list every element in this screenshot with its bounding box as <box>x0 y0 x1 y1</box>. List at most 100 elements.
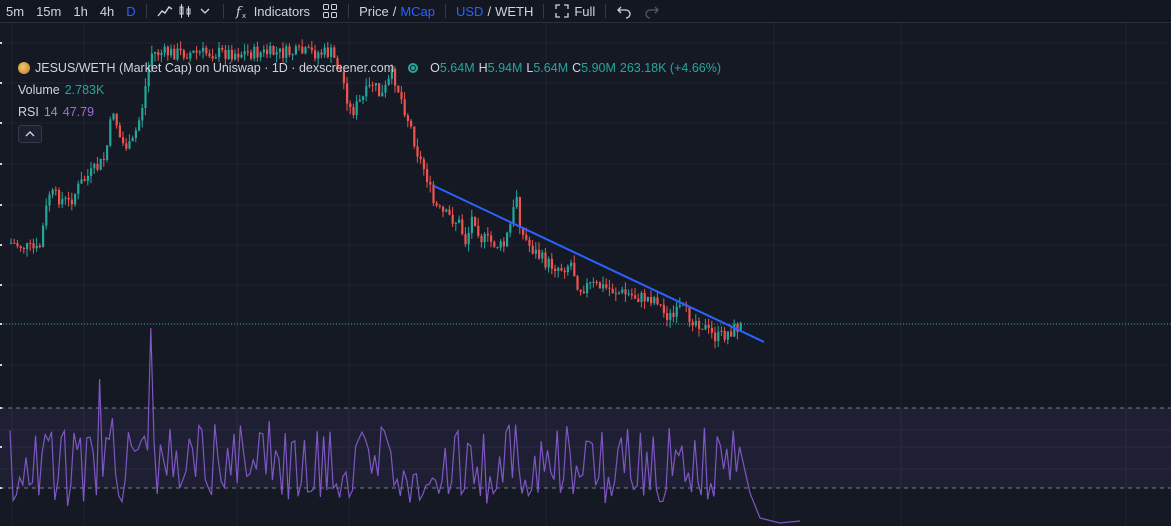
candle-body <box>592 281 595 283</box>
toolbar-divider <box>605 4 607 18</box>
candle-body <box>125 143 128 149</box>
candle-body <box>285 46 288 58</box>
candle-body <box>720 330 723 332</box>
candle-body <box>294 46 297 55</box>
candle-body <box>512 207 515 225</box>
chart-canvas[interactable] <box>0 23 1171 526</box>
collapse-legend-button[interactable] <box>18 125 42 143</box>
candle-body <box>64 197 67 199</box>
visibility-dot-icon[interactable] <box>408 63 419 73</box>
candle-body <box>163 46 166 54</box>
candle-body <box>323 47 326 55</box>
candle-body <box>691 321 694 326</box>
grid-layout-icon <box>322 3 338 19</box>
candle-body <box>493 241 496 247</box>
candle-body <box>362 96 365 100</box>
candle-body <box>627 293 630 295</box>
timeframe-1h[interactable]: 1h <box>73 3 88 19</box>
candle-body <box>579 289 582 292</box>
candle-body <box>435 203 438 206</box>
candle-body <box>666 313 669 320</box>
candle-body <box>13 242 16 244</box>
timeframe-4h[interactable]: 4h <box>99 3 115 19</box>
candle-body <box>58 190 61 205</box>
candle-body <box>186 57 189 59</box>
trendline[interactable] <box>433 185 765 343</box>
candle-body <box>227 49 230 59</box>
close-value: 5.90M <box>581 61 616 75</box>
candle-body <box>48 194 51 206</box>
price-option[interactable]: Price <box>359 3 389 19</box>
candle-body <box>26 243 29 250</box>
axis-tick <box>0 284 2 286</box>
timeframe-1d[interactable]: D <box>126 3 136 19</box>
candle-body <box>410 120 413 127</box>
candle-body <box>134 130 137 139</box>
high-key: H <box>478 61 488 75</box>
weth-option[interactable]: WETH <box>495 3 534 19</box>
toolbar-divider <box>222 4 224 18</box>
usd-option[interactable]: USD <box>456 3 484 19</box>
candle-body <box>653 297 656 304</box>
candle-body <box>656 297 659 305</box>
candle-body <box>150 53 153 68</box>
candle-body <box>16 243 19 247</box>
price-mcap-toggle[interactable]: Price / MCap <box>353 0 441 22</box>
candle-body <box>160 53 163 56</box>
candle-body <box>272 46 275 55</box>
timeframe-5m[interactable]: 5m <box>6 3 25 19</box>
chart-type-button[interactable] <box>151 0 219 22</box>
candle-body <box>461 219 464 235</box>
candle-body <box>381 92 384 97</box>
candle-body <box>259 52 262 58</box>
candle-body <box>570 262 573 267</box>
redo-button[interactable] <box>638 0 666 22</box>
candle-body <box>458 219 461 223</box>
candle-body <box>506 232 509 247</box>
candle-body <box>208 53 211 57</box>
quote-currency-toggle[interactable]: USD / WETH <box>450 0 539 22</box>
candle-body <box>726 331 729 340</box>
candle-body <box>314 50 317 59</box>
candle-body <box>122 137 125 144</box>
candle-body <box>365 86 368 97</box>
full-label: Full <box>574 3 596 19</box>
candle-body <box>704 324 707 330</box>
candle-body <box>326 47 329 57</box>
chart-pane[interactable]: JESUS/WETH (Market Cap) on Uniswap · 1D … <box>0 23 1171 526</box>
high-value: 5.94M <box>487 61 523 75</box>
candle-body <box>195 50 198 53</box>
candle-body <box>464 234 467 245</box>
candle-body <box>586 283 589 294</box>
candle-body <box>42 225 45 248</box>
candle-body <box>454 222 457 224</box>
candles-icon <box>177 3 193 19</box>
axis-tick <box>0 446 2 448</box>
candle-body <box>166 46 169 56</box>
candle-body <box>176 48 179 60</box>
candle-body <box>10 242 13 244</box>
price-axis-ticks <box>0 42 2 489</box>
candle-body <box>301 46 304 54</box>
rsi-line <box>9 327 801 524</box>
candle-body <box>128 141 131 149</box>
candle-body <box>333 47 336 58</box>
layout-button[interactable] <box>316 0 344 22</box>
candle-body <box>243 51 246 55</box>
candle-body <box>480 235 483 243</box>
timeframe-15m[interactable]: 15m <box>36 3 62 19</box>
undo-button[interactable] <box>610 0 638 22</box>
candle-body <box>83 179 86 181</box>
fullscreen-button[interactable]: Full <box>548 0 601 22</box>
candle-body <box>106 145 109 161</box>
toolbar-divider <box>543 4 545 18</box>
candle-body <box>538 249 541 259</box>
candle-body <box>634 295 637 299</box>
candle-body <box>413 126 416 147</box>
mcap-option[interactable]: MCap <box>400 3 435 19</box>
rsi-param: 14 <box>43 105 58 119</box>
candle-body <box>67 197 70 200</box>
candle-body <box>310 47 313 51</box>
